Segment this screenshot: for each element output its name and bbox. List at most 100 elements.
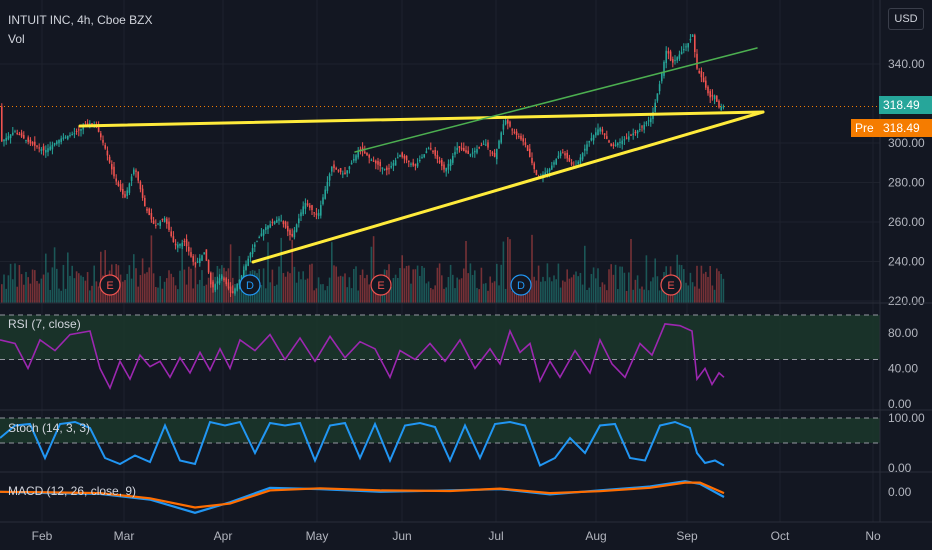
candle-body xyxy=(234,288,236,294)
candle-body xyxy=(111,164,113,170)
candle-body xyxy=(581,153,584,160)
volume-bar xyxy=(366,274,368,303)
candle-body xyxy=(377,160,379,165)
volume-bar xyxy=(421,265,423,303)
volume-bar xyxy=(427,281,430,303)
volume-bar xyxy=(137,286,139,303)
volume-bar xyxy=(566,269,568,303)
volume-bar xyxy=(69,275,71,303)
volume-bar xyxy=(579,272,582,303)
indicator-line xyxy=(0,481,725,509)
volume-bar xyxy=(568,278,571,303)
candle-body xyxy=(42,146,45,151)
candle-body xyxy=(489,150,491,152)
candle-body xyxy=(623,139,626,141)
candle-body xyxy=(577,161,579,164)
candle-body xyxy=(639,129,641,131)
volume-bar xyxy=(504,288,507,303)
candle-body xyxy=(452,155,454,163)
candle-body xyxy=(135,170,137,172)
volume-bar xyxy=(509,239,511,303)
candle-body xyxy=(588,141,590,143)
volume-bar xyxy=(95,281,98,303)
candle-body xyxy=(606,136,608,139)
candle-body xyxy=(698,70,700,73)
volume-bar xyxy=(284,276,287,303)
currency-button[interactable]: USD xyxy=(888,8,924,30)
volume-bar xyxy=(172,277,175,303)
volume-bar xyxy=(133,254,135,303)
candle-body xyxy=(225,278,227,285)
y-tick-label: 80.00 xyxy=(888,326,918,340)
candle-body xyxy=(166,218,168,224)
candle-body xyxy=(342,173,344,175)
volume-bar xyxy=(698,288,700,303)
candle-body xyxy=(368,154,370,158)
trendline-yellow xyxy=(251,110,765,264)
volume-bar xyxy=(696,265,698,303)
volume-bar xyxy=(546,263,549,303)
candle-body xyxy=(438,160,441,163)
candle-body xyxy=(179,243,181,246)
volume-bar xyxy=(130,278,133,303)
volume-bar xyxy=(25,271,27,303)
volume-bar xyxy=(595,278,597,303)
candle-body xyxy=(603,133,606,136)
candle-body xyxy=(551,165,553,170)
volume-bar xyxy=(430,287,432,303)
volume-bar xyxy=(513,285,516,303)
volume-bar xyxy=(291,239,293,303)
volume-bar xyxy=(577,276,579,303)
volume-bar xyxy=(38,283,40,303)
candle-body xyxy=(511,129,513,131)
volume-bar xyxy=(621,266,623,303)
candle-body xyxy=(56,141,58,144)
volume-bar xyxy=(75,271,78,303)
volume-bar xyxy=(344,273,346,303)
volume-bar xyxy=(702,273,705,303)
volume-bar xyxy=(289,273,291,303)
volume-bar xyxy=(661,279,663,303)
candle-body xyxy=(612,144,615,146)
volume-bar xyxy=(196,284,199,303)
volume-bar xyxy=(700,265,703,303)
candle-body xyxy=(49,146,51,150)
candle-body xyxy=(130,176,133,181)
volume-bar xyxy=(16,286,18,303)
candle-body xyxy=(229,286,232,293)
volume-bar xyxy=(113,288,115,303)
volume-bar xyxy=(346,287,348,303)
x-tick-label: Sep xyxy=(676,529,698,543)
candle-body xyxy=(271,221,274,223)
volume-bar xyxy=(293,266,296,303)
candle-body xyxy=(531,157,533,163)
volume-bar xyxy=(148,267,150,303)
volume-bar xyxy=(126,273,128,303)
candle-body xyxy=(460,147,463,150)
volume-bar xyxy=(218,268,221,303)
volume-bar xyxy=(603,284,606,303)
candle-body xyxy=(709,91,711,98)
volume-bar xyxy=(364,278,366,303)
volume-bar xyxy=(152,273,155,303)
candle-body xyxy=(566,152,568,159)
volume-label: Vol xyxy=(8,32,25,46)
candle-body xyxy=(227,282,230,289)
volume-bar xyxy=(331,242,333,303)
candle-body xyxy=(412,162,414,166)
candle-body xyxy=(601,129,604,132)
candle-body xyxy=(584,148,586,151)
candle-body xyxy=(161,218,164,220)
volume-bar xyxy=(403,268,406,303)
volume-bar xyxy=(520,290,522,303)
candle-body xyxy=(399,155,401,157)
volume-bar xyxy=(201,270,203,303)
candle-body xyxy=(31,141,34,145)
volume-bar xyxy=(588,287,590,303)
candle-body xyxy=(529,148,531,157)
volume-bar xyxy=(67,252,69,303)
volume-bar xyxy=(106,290,109,303)
volume-bar xyxy=(31,269,34,303)
volume-bar xyxy=(647,290,650,303)
